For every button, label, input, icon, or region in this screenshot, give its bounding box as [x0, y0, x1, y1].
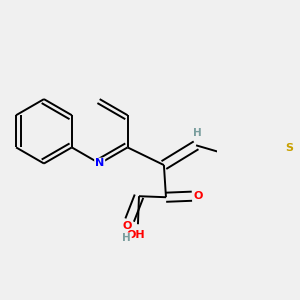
Text: H: H: [122, 233, 131, 243]
Text: OH: OH: [127, 230, 145, 240]
Text: S: S: [285, 143, 293, 153]
Text: O: O: [123, 221, 132, 231]
Text: O: O: [194, 191, 203, 201]
Text: H: H: [193, 128, 202, 138]
Text: N: N: [95, 158, 104, 169]
